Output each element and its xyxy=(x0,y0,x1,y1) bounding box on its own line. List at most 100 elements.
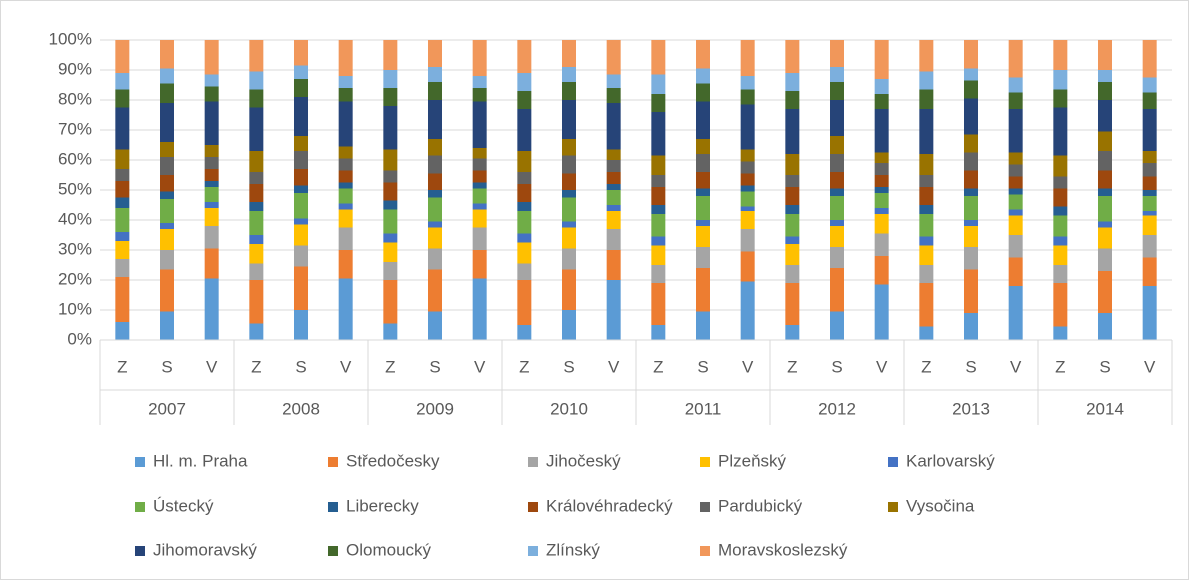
bar-segment xyxy=(249,202,264,211)
bar-segment xyxy=(338,101,353,147)
bar-segment xyxy=(562,173,576,190)
bar-segment xyxy=(1098,227,1112,249)
legend-label: Pardubický xyxy=(718,496,803,515)
bar-segment xyxy=(830,154,844,172)
bar-segment xyxy=(517,202,532,211)
bar-segment xyxy=(1098,221,1112,228)
bar-segment xyxy=(562,40,576,67)
bar-segment xyxy=(919,205,934,214)
bar-segment xyxy=(606,205,621,211)
bar-segment xyxy=(472,40,487,76)
bar-segment xyxy=(160,250,174,270)
bar-segment xyxy=(562,269,576,310)
bar-segment xyxy=(785,40,800,73)
bar-segment xyxy=(606,74,621,88)
bar-segment xyxy=(964,152,978,171)
bar-segment xyxy=(428,100,442,139)
bar-segment xyxy=(383,88,398,106)
bar-segment xyxy=(1053,215,1068,237)
bar-segment xyxy=(1008,188,1023,195)
bar-segment xyxy=(830,136,844,154)
legend-swatch xyxy=(135,546,145,556)
bar-segment xyxy=(651,40,666,75)
bar-segment xyxy=(1053,206,1068,216)
bar-segment xyxy=(294,40,308,66)
bar-segment xyxy=(1142,196,1157,211)
bar-segment xyxy=(517,211,532,234)
x-tick-label: S xyxy=(429,357,440,376)
bar-segment xyxy=(696,188,710,196)
bar-segment xyxy=(874,79,889,94)
bar-segment xyxy=(383,106,398,150)
bar-segment xyxy=(1008,77,1023,93)
bar-segment xyxy=(919,283,934,327)
legend-label: Moravskoslezský xyxy=(718,540,848,559)
bar-segment xyxy=(1053,265,1068,283)
x-tick-label: Z xyxy=(1055,357,1065,376)
bar-segment xyxy=(964,313,978,340)
y-tick-label: 90% xyxy=(58,59,92,78)
x-tick-label: V xyxy=(1010,357,1022,376)
bar-segment xyxy=(338,158,353,171)
bar-segment xyxy=(517,91,532,109)
bar-segment xyxy=(383,233,398,243)
legend-label: Jihočeský xyxy=(546,451,621,470)
bar-segment xyxy=(964,247,978,270)
bar-segment xyxy=(785,109,800,154)
bar-segment xyxy=(204,202,219,208)
bar-segment xyxy=(383,209,398,234)
bar-segment xyxy=(383,149,398,171)
bar-segment xyxy=(383,40,398,70)
bar-segment xyxy=(1053,155,1068,177)
bar-segment xyxy=(383,323,398,340)
bar-segment xyxy=(249,40,264,72)
y-tick-label: 0% xyxy=(67,329,92,348)
bar-segment xyxy=(294,65,308,79)
bar-segment xyxy=(964,188,978,196)
bar-segment xyxy=(115,232,130,241)
x-tick-label: Z xyxy=(117,357,127,376)
bar-segment xyxy=(204,278,219,340)
bar-segment xyxy=(338,40,353,76)
x-tick-label: V xyxy=(340,357,352,376)
bar-segment xyxy=(696,226,710,247)
bar-segment xyxy=(606,229,621,250)
bar-segment xyxy=(160,83,174,103)
bar-segment xyxy=(606,172,621,184)
bar-segment xyxy=(964,269,978,313)
bar-segment xyxy=(964,80,978,99)
bar-segment xyxy=(785,205,800,214)
bar-segment xyxy=(1053,107,1068,156)
bar-segment xyxy=(338,88,353,102)
bar-segment xyxy=(785,244,800,265)
bar-segment xyxy=(830,311,844,340)
bar-segment xyxy=(740,149,755,162)
bar-segment xyxy=(204,74,219,87)
bar-segment xyxy=(472,188,487,204)
bar-segment xyxy=(740,206,755,211)
bar-segment xyxy=(115,208,130,232)
bar-segment xyxy=(383,262,398,280)
bar-segment xyxy=(428,269,442,312)
bar-segment xyxy=(830,268,844,312)
bar-segment xyxy=(830,82,844,100)
bar-segment xyxy=(1098,271,1112,313)
group-label: 2007 xyxy=(148,399,186,418)
bar-segment xyxy=(874,256,889,285)
bar-segment xyxy=(249,184,264,202)
bar-segment xyxy=(249,172,264,184)
bar-segment xyxy=(115,169,130,181)
bar-segment xyxy=(874,152,889,163)
bar-segment xyxy=(562,139,576,156)
bar-segment xyxy=(1098,151,1112,171)
legend-swatch xyxy=(328,546,338,556)
bar-segment xyxy=(204,157,219,169)
legend-swatch xyxy=(135,502,145,512)
bar-segment xyxy=(651,74,666,94)
legend-swatch xyxy=(700,457,710,467)
bar-segment xyxy=(517,151,532,172)
bar-segment xyxy=(294,151,308,169)
y-tick-label: 10% xyxy=(58,299,92,318)
bar-segment xyxy=(115,277,130,322)
